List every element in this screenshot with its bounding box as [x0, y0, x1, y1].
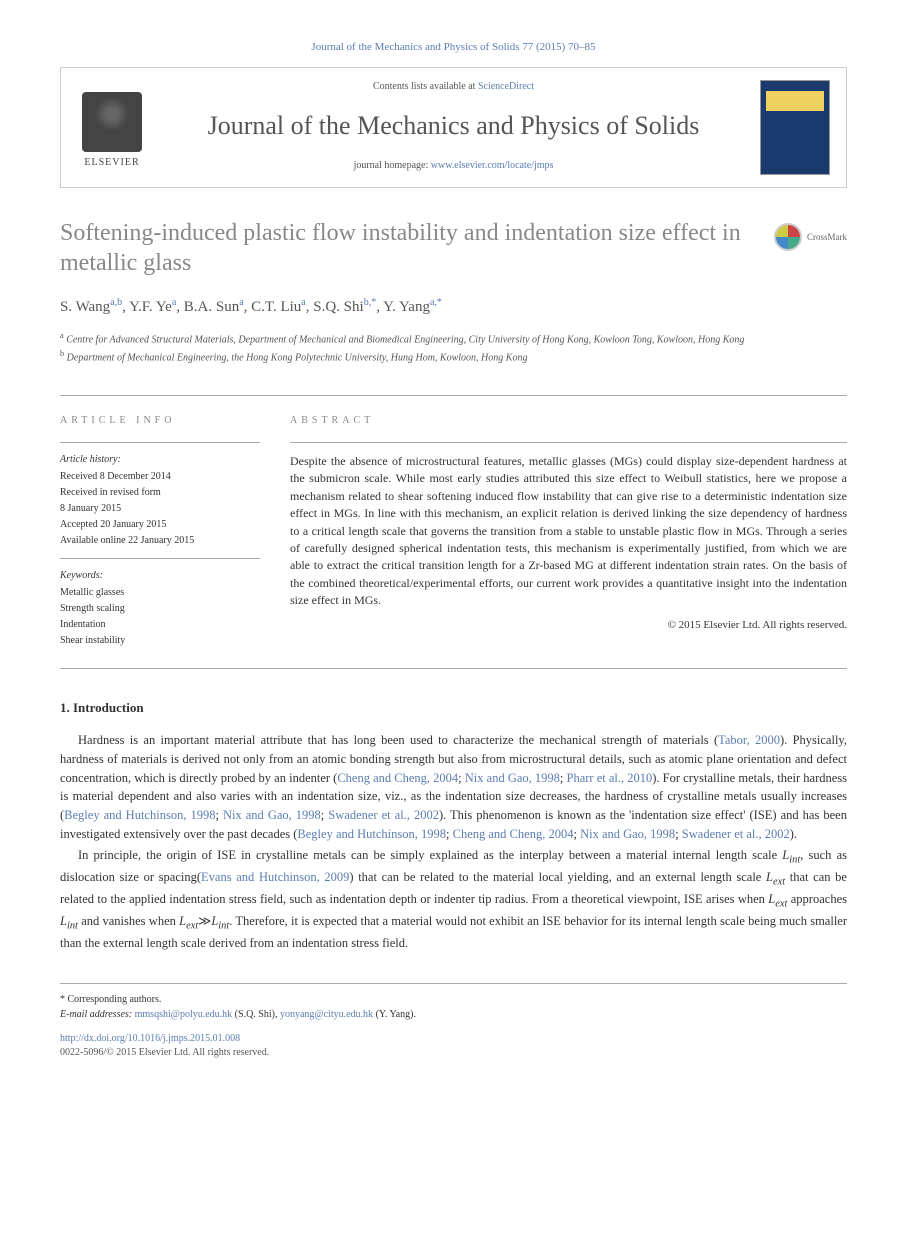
ref-begley-1998-2[interactable]: Begley and Hutchinson, 1998 — [297, 827, 446, 841]
doi-line: http://dx.doi.org/10.1016/j.jmps.2015.01… — [60, 1032, 847, 1046]
elsevier-logo: ELSEVIER — [77, 80, 147, 170]
crossmark-icon — [774, 223, 802, 251]
author-3: , B.A. Sun — [176, 299, 239, 315]
article-title: Softening-induced plastic flow instabili… — [60, 218, 847, 278]
running-header: Journal of the Mechanics and Physics of … — [60, 40, 847, 55]
ref-nix-1998-2[interactable]: Nix and Gao, 1998 — [223, 808, 321, 822]
title-block: Softening-induced plastic flow instabili… — [60, 218, 847, 278]
keyword-1: Metallic glasses — [60, 586, 260, 600]
crossmark-badge[interactable]: CrossMark — [774, 223, 847, 251]
history-label: Article history: — [60, 453, 260, 467]
abstract-column: ABSTRACT Despite the absence of microstr… — [290, 414, 847, 650]
ref-pharr-2010[interactable]: Pharr et al., 2010 — [567, 771, 653, 785]
affiliation-a: a Centre for Advanced Structural Materia… — [60, 330, 847, 347]
authors-line: S. Wanga,b, Y.F. Yea, B.A. Suna, C.T. Li… — [60, 296, 847, 318]
keyword-2: Strength scaling — [60, 602, 260, 616]
email-line: E-mail addresses: mmsqshi@polyu.edu.hk (… — [60, 1007, 847, 1022]
author-1: S. Wang — [60, 299, 110, 315]
author-5-aff[interactable]: b,* — [364, 297, 377, 308]
accepted-date: Accepted 20 January 2015 — [60, 518, 260, 532]
affiliation-b: b Department of Mechanical Engineering, … — [60, 348, 847, 365]
crossmark-label: CrossMark — [807, 231, 847, 244]
received-date: Received 8 December 2014 — [60, 470, 260, 484]
ref-nix-1998-3[interactable]: Nix and Gao, 1998 — [580, 827, 675, 841]
contents-line: Contents lists available at ScienceDirec… — [163, 80, 744, 94]
ref-tabor-2000[interactable]: Tabor, 2000 — [718, 733, 780, 747]
ref-evans-2009[interactable]: Evans and Hutchinson, 2009 — [201, 870, 349, 884]
sciencedirect-link[interactable]: ScienceDirect — [478, 81, 534, 92]
revised-line1: Received in revised form — [60, 486, 260, 500]
issn-line: 0022-5096/© 2015 Elsevier Ltd. All right… — [60, 1046, 847, 1060]
online-date: Available online 22 January 2015 — [60, 534, 260, 548]
ref-swadener-2002-1[interactable]: Swadener et al., 2002 — [328, 808, 439, 822]
masthead: ELSEVIER Contents lists available at Sci… — [60, 67, 847, 188]
author-6: , Y. Yang — [376, 299, 430, 315]
affiliations: a Centre for Advanced Structural Materia… — [60, 330, 847, 365]
elsevier-text: ELSEVIER — [84, 156, 139, 170]
paragraph-2: In principle, the origin of ISE in cryst… — [60, 846, 847, 953]
homepage-prefix: journal homepage: — [354, 160, 431, 171]
doi-link[interactable]: http://dx.doi.org/10.1016/j.jmps.2015.01… — [60, 1033, 240, 1044]
author-5: , S.Q. Shi — [306, 299, 364, 315]
keywords-block: Keywords: Metallic glasses Strength scal… — [60, 558, 260, 648]
contents-prefix: Contents lists available at — [373, 81, 478, 92]
author-4: , C.T. Liu — [244, 299, 302, 315]
article-info-column: ARTICLE INFO Article history: Received 8… — [60, 414, 260, 650]
homepage-link[interactable]: www.elsevier.com/locate/jmps — [431, 160, 554, 171]
abstract-heading: ABSTRACT — [290, 414, 847, 428]
paragraph-1: Hardness is an important material attrib… — [60, 731, 847, 844]
journal-name: Journal of the Mechanics and Physics of … — [163, 108, 744, 144]
author-2: , Y.F. Ye — [122, 299, 172, 315]
keywords-label: Keywords: — [60, 569, 260, 583]
ref-begley-1998-1[interactable]: Begley and Hutchinson, 1998 — [64, 808, 215, 822]
revised-line2: 8 January 2015 — [60, 502, 260, 516]
homepage-line: journal homepage: www.elsevier.com/locat… — [163, 159, 744, 173]
footnote-separator: * Corresponding authors. E-mail addresse… — [60, 983, 847, 1060]
ref-nix-1998-1[interactable]: Nix and Gao, 1998 — [465, 771, 560, 785]
keyword-3: Indentation — [60, 618, 260, 632]
ref-cheng-2004[interactable]: Cheng and Cheng, 2004 — [337, 771, 458, 785]
masthead-center: Contents lists available at ScienceDirec… — [163, 80, 744, 172]
abstract-copyright: © 2015 Elsevier Ltd. All rights reserved… — [290, 618, 847, 633]
author-6-aff[interactable]: a,* — [430, 297, 442, 308]
ref-swadener-2002-2[interactable]: Swadener et al., 2002 — [682, 827, 790, 841]
author-1-aff[interactable]: a,b — [110, 297, 122, 308]
journal-cover-thumbnail — [760, 80, 830, 175]
elsevier-tree-icon — [82, 92, 142, 152]
email-shi[interactable]: mmsqshi@polyu.edu.hk — [135, 1009, 233, 1020]
corresponding-note: * Corresponding authors. — [60, 992, 847, 1007]
section-1-heading: 1. Introduction — [60, 699, 847, 717]
article-info-heading: ARTICLE INFO — [60, 414, 260, 428]
email-yang[interactable]: yonyang@cityu.edu.hk — [280, 1009, 373, 1020]
abstract-text: Despite the absence of microstructural f… — [290, 453, 847, 610]
info-abstract-row: ARTICLE INFO Article history: Received 8… — [60, 395, 847, 669]
keyword-4: Shear instability — [60, 634, 260, 648]
ref-cheng-2004-2[interactable]: Cheng and Cheng, 2004 — [453, 827, 574, 841]
